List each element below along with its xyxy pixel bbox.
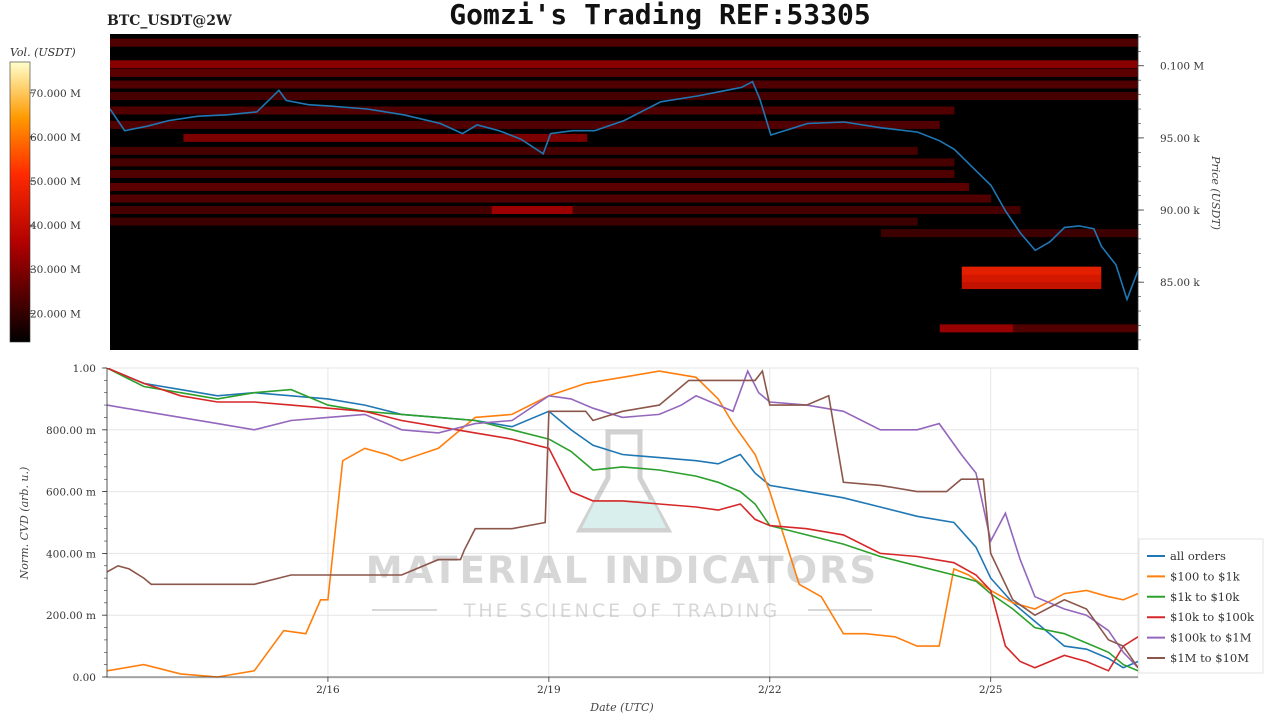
price-axis-label: Price (USDT) xyxy=(1209,155,1222,230)
legend-label: $10k to $100k xyxy=(1170,610,1255,624)
heatmap-band xyxy=(183,133,588,142)
series-line-usd1m_10m xyxy=(107,369,1138,669)
cvd-y-tick-label: 600.00 m xyxy=(46,487,96,499)
legend-label: $100k to $1M xyxy=(1170,631,1252,645)
watermark-subtitle: THE SCIENCE OF TRADING xyxy=(463,600,781,622)
heatmap-band xyxy=(110,169,955,178)
cvd-x-tick-label: 2/22 xyxy=(758,684,782,696)
colorbar-ticks: 70.000 M 60.000 M 50.000 M 40.000 M 30.000 M… xyxy=(30,88,81,320)
legend: all orders $100 to $1k $1k to $10k $10k to … xyxy=(1138,538,1264,674)
series-line-usd10k_100k xyxy=(107,368,1138,672)
heatmap-band xyxy=(110,92,1138,101)
colorbar-tick-label: 70.000 M xyxy=(30,88,81,100)
cvd-panel: MATERIAL INDICATORS THE SCIENCE OF TRADI… xyxy=(46,363,1139,696)
cvd-y-tick-label: 1.00 xyxy=(73,363,96,375)
cvd-x-tick-label: 2/25 xyxy=(979,684,1003,696)
cvd-plot-area xyxy=(106,367,1139,679)
price-axis: 0.100 M 95.00 k 90.00 k 85.00 k xyxy=(1137,34,1204,350)
colorbar-tick-label: 30.000 M xyxy=(30,264,81,276)
heatmap-band xyxy=(110,60,1138,69)
cvd-series xyxy=(107,368,1138,678)
heatmap-cells xyxy=(110,38,1138,333)
cvd-y-axis: 1.00 800.00 m 600.00 m 400.00 m 200.00 m 0.00 xyxy=(46,363,108,684)
heatmap-band xyxy=(961,273,1102,282)
heatmap-band xyxy=(110,38,1138,47)
heatmap-band xyxy=(961,266,1102,275)
series-line-usd1k_10k xyxy=(107,368,1138,672)
heatmap-band xyxy=(110,120,940,129)
price-tick-label: 0.100 M xyxy=(1160,61,1204,73)
cvd-y-tick-label: 0.00 xyxy=(73,672,96,684)
flask-logo-icon xyxy=(575,429,673,533)
heatmap-band xyxy=(110,194,992,203)
heatmap-panel: 0.100 M 95.00 k 90.00 k 85.00 k xyxy=(110,34,1204,350)
colorbar-label: Vol. (USDT) xyxy=(10,46,76,59)
heatmap-band xyxy=(881,229,1138,238)
legend-label: $1M to $10M xyxy=(1170,651,1249,665)
colorbar-tick-label: 20.000 M xyxy=(30,308,81,320)
heatmap-band xyxy=(110,146,918,155)
cvd-x-tick-label: 2/16 xyxy=(316,684,340,696)
heatmap-band xyxy=(1013,324,1138,333)
cvd-y-axis-label: Norm. CVD (arb. u.) xyxy=(18,467,31,581)
price-line xyxy=(110,80,1138,302)
cvd-x-tick-label: 2/19 xyxy=(537,684,561,696)
legend-label: all orders xyxy=(1170,549,1226,563)
heatmap-band xyxy=(939,324,1014,333)
colorbar-tick-label: 40.000 M xyxy=(30,220,81,232)
legend-box xyxy=(1138,538,1264,674)
legend-label: $1k to $10k xyxy=(1170,590,1240,604)
colorbar-tick-label: 60.000 M xyxy=(30,132,81,144)
cvd-x-axis-label: Date (UTC) xyxy=(589,701,653,714)
heatmap-band xyxy=(491,206,573,215)
symbol-label: BTC_USDT@2W xyxy=(107,13,232,29)
colorbar-tick-label: 50.000 M xyxy=(30,176,81,188)
cvd-y-tick-label: 400.00 m xyxy=(46,548,96,560)
heatmap-band xyxy=(110,158,955,167)
heatmap-band xyxy=(110,182,970,191)
price-tick-label: 85.00 k xyxy=(1160,277,1200,289)
flask-liquid xyxy=(582,500,666,528)
cvd-x-axis: 2/16 2/19 2/22 2/25 xyxy=(107,676,1138,696)
series-line-all_orders xyxy=(107,368,1138,669)
heatmap-band xyxy=(110,80,1138,89)
price-tick-label: 95.00 k xyxy=(1160,133,1200,145)
price-tick-label: 90.00 k xyxy=(1160,205,1200,217)
heatmap-band xyxy=(110,217,918,226)
cvd-y-tick-label: 200.00 m xyxy=(46,610,96,622)
cvd-y-tick-label: 800.00 m xyxy=(46,425,96,437)
watermark: MATERIAL INDICATORS THE SCIENCE OF TRADI… xyxy=(366,429,878,622)
chart-title: Gomzi's Trading REF:53305 xyxy=(449,0,870,31)
heatmap-band xyxy=(110,68,1138,77)
colorbar xyxy=(9,61,31,343)
series-line-usd100k_1m xyxy=(107,369,1138,669)
watermark-title: MATERIAL INDICATORS xyxy=(366,549,878,592)
heatmap-band xyxy=(961,281,1102,290)
heatmap-band xyxy=(110,106,955,115)
legend-label: $100 to $1k xyxy=(1170,569,1241,583)
